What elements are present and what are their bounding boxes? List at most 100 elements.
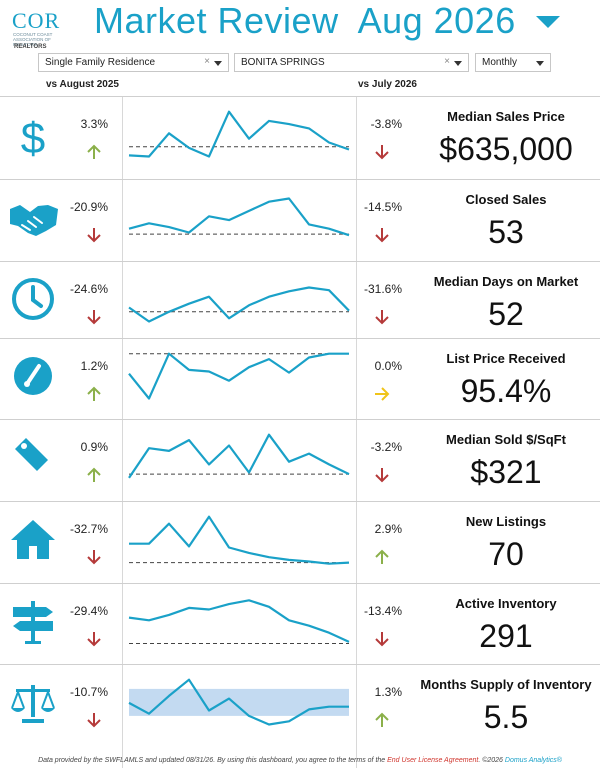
filter-bar: Single Family Residence × BONITA SPRINGS…	[0, 53, 600, 73]
arrow-up-icon	[85, 143, 103, 161]
yoy-change: -29.4%	[69, 604, 108, 618]
scales-icon	[11, 685, 55, 723]
house-icon	[11, 520, 55, 559]
row-divider	[0, 501, 600, 502]
mom-change: 2.9%	[374, 522, 402, 536]
sparkline-chart	[128, 599, 350, 644]
svg-text:$: $	[21, 114, 45, 161]
chevron-down-icon[interactable]	[454, 61, 462, 66]
arrow-up-icon	[85, 466, 103, 484]
mom-change: -3.2%	[370, 440, 402, 454]
metric-value: 95.4%	[460, 373, 552, 409]
arrow-down-icon	[373, 466, 391, 484]
domus-link[interactable]: Domus Analytics®	[504, 757, 562, 764]
yoy-change: -24.6%	[69, 282, 108, 296]
property-type-value: Single Family Residence	[45, 57, 156, 68]
arrow-up-icon	[373, 548, 391, 566]
chevron-down-icon[interactable]	[536, 61, 544, 66]
metric-row: -32.7% 2.9% New Listings 70	[0, 502, 600, 584]
title-dropdown-icon[interactable]	[536, 16, 560, 28]
metric-value: 53	[488, 214, 524, 250]
metric-row: -24.6% -31.6% Median Days on Market 52	[0, 262, 600, 339]
sparkline-chart	[128, 352, 349, 400]
price-tag-icon	[15, 438, 48, 471]
gauge-icon	[14, 357, 52, 395]
row-divider	[0, 179, 600, 180]
metric-row: $3.3% -3.8% Median Sales Price $635,000	[0, 97, 600, 180]
arrow-down-icon	[85, 226, 103, 244]
handshake-icon	[10, 205, 58, 236]
metric-row: -29.4% -13.4% Active Inventory 291	[0, 584, 600, 665]
metric-value: $635,000	[439, 131, 573, 167]
row-divider	[0, 261, 600, 262]
arrow-up-icon	[85, 385, 103, 403]
cor-logo: COR COCONUT COAST ASSOCIATION OF REALTOR…	[12, 8, 70, 50]
yoy-change: 0.9%	[80, 440, 108, 454]
metric-label: New Listings	[465, 514, 547, 529]
metric-row: 1.2% 0.0% List Price Received 95.4%	[0, 339, 600, 420]
clear-icon[interactable]: ×	[204, 56, 210, 67]
city-value: BONITA SPRINGS	[241, 57, 325, 68]
dollar-icon: $	[21, 114, 45, 161]
sparkline	[128, 110, 350, 158]
arrow-down-icon	[373, 143, 391, 161]
clock-icon	[12, 278, 54, 320]
clear-icon[interactable]: ×	[444, 56, 450, 67]
yoy-column-header: vs August 2025	[46, 79, 119, 90]
metric-label: Median Sold $/SqFt	[446, 432, 566, 447]
sparkline-chart	[128, 433, 350, 479]
arrow-down-icon	[373, 226, 391, 244]
mom-change: 0.0%	[374, 359, 402, 373]
metric-row: -10.7% 1.3% Months Supply of Inventory 5.5	[0, 665, 600, 768]
signpost-icon	[13, 601, 53, 644]
yoy-change: -32.7%	[69, 522, 108, 536]
arrow-down-icon	[85, 308, 103, 326]
arrow-down-icon	[373, 630, 391, 648]
metric-value: 291	[479, 618, 533, 654]
range-band	[129, 688, 349, 716]
metric-value: 52	[488, 296, 524, 332]
yoy-change: 1.2%	[80, 359, 108, 373]
sparkline-chart	[128, 286, 350, 323]
row-divider	[0, 338, 600, 339]
metric-row: -20.9% -14.5% Closed Sales 53	[0, 180, 600, 262]
sparkline-chart	[129, 515, 350, 565]
metric-label: Median Sales Price	[447, 109, 565, 124]
sparkline	[128, 352, 349, 400]
logo-text: COR	[12, 8, 61, 33]
logo-realtors: REALTORS	[14, 44, 47, 50]
metric-value: 70	[488, 536, 524, 572]
eula-link[interactable]: End User License Agreement	[387, 757, 479, 764]
mom-change: -31.6%	[363, 282, 402, 296]
sparkline	[129, 515, 350, 565]
mom-column-header: vs July 2026	[358, 79, 417, 90]
metric-label: Active Inventory	[455, 596, 557, 611]
sparkline-chart	[128, 678, 349, 726]
mom-change: 1.3%	[374, 685, 402, 699]
city-select[interactable]: BONITA SPRINGS ×	[234, 53, 469, 72]
sparkline	[128, 599, 350, 643]
header: COR COCONUT COAST ASSOCIATION OF REALTOR…	[0, 0, 600, 52]
mom-change: -3.8%	[370, 117, 402, 131]
arrow-down-icon	[85, 711, 103, 729]
arrow-up-icon	[373, 711, 391, 729]
arrow-down-icon	[85, 548, 103, 566]
metric-label: Months Supply of Inventory	[420, 677, 592, 692]
sparkline	[128, 197, 350, 237]
sparkline	[128, 678, 349, 726]
yoy-change: 3.3%	[80, 117, 108, 131]
period-select[interactable]: Monthly	[475, 53, 551, 72]
column-divider	[122, 96, 123, 768]
metric-value: 5.5	[483, 699, 529, 735]
page-title: Market Review Aug 2026	[94, 0, 516, 41]
row-divider	[0, 96, 600, 97]
yoy-change: -10.7%	[69, 685, 108, 699]
footer: Data provided by the SWFLAMLS and update…	[0, 757, 600, 764]
property-type-select[interactable]: Single Family Residence ×	[38, 53, 229, 72]
chevron-down-icon[interactable]	[214, 61, 222, 66]
sparkline	[128, 286, 350, 323]
row-divider	[0, 419, 600, 420]
metric-label: List Price Received	[446, 351, 566, 366]
metric-row: 0.9% -3.2% Median Sold $/SqFt $321	[0, 420, 600, 502]
sparkline-chart	[128, 197, 350, 237]
